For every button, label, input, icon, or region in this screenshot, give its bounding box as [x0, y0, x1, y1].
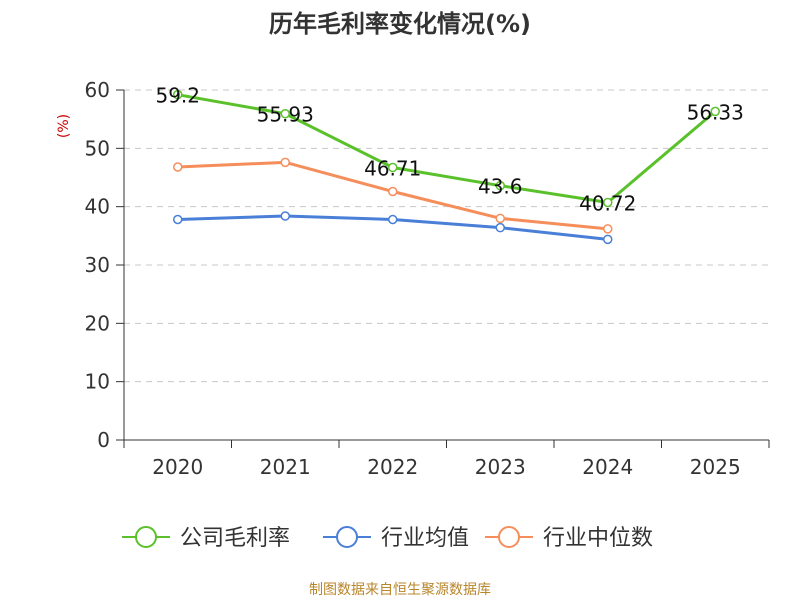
y-tick-label: 10 — [85, 370, 110, 394]
chart-title: 历年毛利率变化情况(%) — [269, 10, 531, 38]
data-point-industry_median — [173, 162, 183, 172]
legend-label: 行业中位数 — [543, 526, 653, 551]
data-label: 40.72 — [579, 191, 636, 215]
data-point-company — [280, 108, 290, 119]
data-point-company — [603, 197, 613, 208]
data-label: 59.2 — [155, 84, 200, 108]
legend-label: 行业均值 — [381, 526, 469, 551]
y-tick-label: 40 — [85, 195, 110, 219]
y-tick-label: 20 — [85, 311, 110, 335]
y-tick-label: 30 — [85, 253, 110, 277]
data-point-company — [173, 89, 183, 100]
y-tick-label: 50 — [85, 136, 110, 160]
data-point-industry_median — [603, 224, 613, 234]
source-note: 制图数据来自恒生聚源数据库 — [309, 582, 491, 598]
data-label: 55.93 — [257, 103, 314, 127]
legend-item-industry_median: 行业中位数 — [485, 526, 653, 551]
legend-item-company: 公司毛利率 — [122, 526, 290, 551]
data-label: 46.71 — [364, 157, 421, 181]
data-point-industry_median — [495, 213, 505, 224]
data-point-industry_median — [280, 157, 290, 168]
x-tick-label: 2021 — [260, 455, 311, 479]
data-label: 43.6 — [478, 175, 523, 199]
legend-marker — [135, 526, 157, 548]
x-tick-label: 2023 — [475, 455, 526, 479]
x-tick-label: 2025 — [690, 455, 741, 479]
data-point-industry_avg — [603, 234, 613, 245]
data-point-industry_avg — [280, 211, 290, 221]
y-axis-label: (%) — [56, 114, 72, 138]
series-line-company — [177, 93, 717, 204]
x-tick-label: 2020 — [152, 455, 203, 479]
legend-label: 公司毛利率 — [180, 526, 290, 551]
x-tick-label: 2022 — [367, 455, 418, 479]
axes: 0 10 20 30 40 50 60 2020 2021 2022 2023 2024 2025 — [85, 78, 770, 479]
data-point-industry_avg — [173, 214, 183, 225]
data-point-industry_median — [388, 186, 398, 197]
legend-marker — [336, 526, 358, 548]
y-tick-label: 60 — [85, 78, 110, 102]
data-point-industry_avg — [495, 222, 505, 233]
data-point-company — [710, 106, 720, 117]
legend: 公司毛利率 行业均值 行业中位数 — [122, 526, 653, 551]
data-point-company — [388, 162, 398, 173]
data-point-company — [495, 180, 505, 191]
data-labels: 59.2 55.93 46.71 43.6 40.72 56.33 — [155, 84, 743, 216]
series — [173, 89, 720, 245]
legend-marker — [498, 526, 520, 548]
x-tick-label: 2024 — [582, 455, 633, 479]
data-point-industry_avg — [388, 214, 398, 225]
y-tick-label: 0 — [97, 428, 110, 452]
grid — [124, 89, 769, 383]
data-label: 56.33 — [687, 100, 744, 124]
legend-item-industry_avg: 行业均值 — [323, 526, 469, 551]
